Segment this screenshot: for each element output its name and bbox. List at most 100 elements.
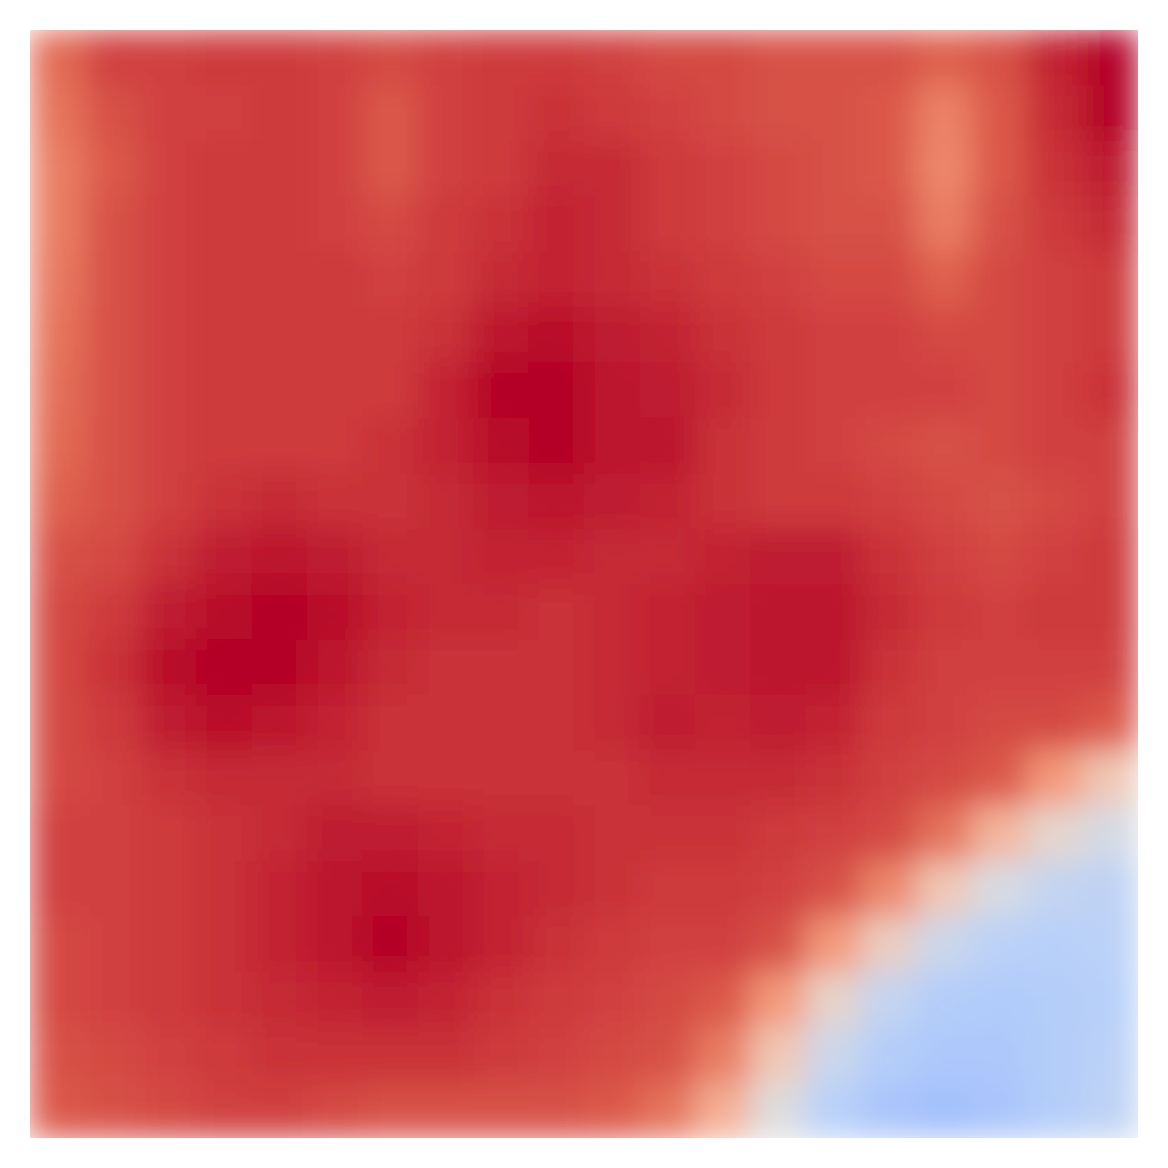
heatmap-cell	[750, 30, 806, 86]
heatmap-cell	[141, 418, 197, 474]
heatmap-cell	[861, 1083, 917, 1138]
heatmap-cell	[418, 529, 474, 585]
heatmap-cell	[861, 529, 917, 585]
heatmap-cell	[750, 252, 806, 308]
heatmap-cell	[529, 473, 585, 529]
heatmap-cell	[85, 307, 141, 363]
heatmap-cell	[806, 972, 862, 1028]
heatmap-cell	[806, 85, 862, 141]
heatmap-cell	[85, 1027, 141, 1083]
heatmap-cell	[362, 196, 418, 252]
heatmap-cell	[196, 861, 252, 917]
heatmap-cell	[1027, 85, 1083, 141]
heatmap-cell	[695, 252, 751, 308]
heatmap-cell	[473, 1083, 529, 1138]
heatmap-cell	[196, 584, 252, 640]
heatmap-cell	[806, 307, 862, 363]
heatmap-cell	[30, 196, 86, 252]
heatmap-cell	[861, 806, 917, 862]
heatmap-cell	[750, 584, 806, 640]
heatmap-cell	[252, 30, 308, 86]
heatmap-cell	[916, 1083, 972, 1138]
heatmap-cell	[85, 362, 141, 418]
heatmap-cell	[695, 141, 751, 197]
heatmap-cell	[806, 362, 862, 418]
heatmap-cell	[1083, 1083, 1138, 1138]
heatmap-cell	[1027, 916, 1083, 972]
heatmap-cell	[30, 750, 86, 806]
heatmap-cell	[861, 972, 917, 1028]
heatmap-cell	[916, 861, 972, 917]
heatmap-cell	[141, 861, 197, 917]
heatmap-cell	[418, 1027, 474, 1083]
heatmap-cell	[529, 141, 585, 197]
heatmap-cell	[972, 85, 1028, 141]
heatmap-cell	[584, 307, 640, 363]
heatmap-cell	[750, 806, 806, 862]
heatmap-cell	[806, 141, 862, 197]
heatmap-cell	[750, 529, 806, 585]
heatmap-cell	[362, 695, 418, 751]
heatmap-cell	[362, 30, 418, 86]
heatmap-cell	[972, 141, 1028, 197]
heatmap-cell	[1027, 584, 1083, 640]
heatmap-cell	[972, 529, 1028, 585]
heatmap-cell	[584, 861, 640, 917]
heatmap-cell	[196, 418, 252, 474]
heatmap-cell	[916, 806, 972, 862]
heatmap-cell	[141, 695, 197, 751]
heatmap-cell	[141, 806, 197, 862]
heatmap-cell	[85, 196, 141, 252]
heatmap-cell	[916, 196, 972, 252]
heatmap-cell	[916, 85, 972, 141]
heatmap-cell	[418, 584, 474, 640]
heatmap-cell	[695, 916, 751, 972]
heatmap-cell	[1083, 916, 1138, 972]
heatmap-cell	[1083, 750, 1138, 806]
heatmap-cell	[362, 418, 418, 474]
heatmap-cell	[916, 307, 972, 363]
heatmap-cell	[861, 473, 917, 529]
heatmap-cell	[418, 1083, 474, 1138]
heatmap-cell	[252, 806, 308, 862]
heatmap-cell	[972, 1027, 1028, 1083]
heatmap-cell	[639, 972, 695, 1028]
heatmap-cell	[1027, 1027, 1083, 1083]
heatmap-cell	[141, 972, 197, 1028]
heatmap-cell	[418, 252, 474, 308]
heatmap-cell	[529, 972, 585, 1028]
heatmap-cell	[584, 584, 640, 640]
heatmap-cell	[85, 252, 141, 308]
heatmap-cell	[861, 695, 917, 751]
heatmap-cell	[418, 695, 474, 751]
heatmap-cell	[141, 307, 197, 363]
heatmap-cell	[362, 972, 418, 1028]
heatmap-cell	[806, 1027, 862, 1083]
heatmap-cell	[362, 750, 418, 806]
heatmap-cell	[30, 252, 86, 308]
heatmap-cell	[362, 362, 418, 418]
heatmap-cell	[362, 584, 418, 640]
heatmap-cell	[1083, 30, 1138, 86]
heatmap-cell	[1083, 252, 1138, 308]
heatmap-cell	[473, 806, 529, 862]
heatmap-cell	[916, 972, 972, 1028]
heatmap-cell	[861, 30, 917, 86]
heatmap-cell	[972, 252, 1028, 308]
heatmap-cell	[916, 584, 972, 640]
heatmap-cell	[529, 529, 585, 585]
heatmap-cell	[141, 196, 197, 252]
heatmap-cell	[141, 1083, 197, 1138]
heatmap-cell	[473, 916, 529, 972]
heatmap-cell	[196, 916, 252, 972]
heatmap-cell	[473, 529, 529, 585]
heatmap-cell	[85, 639, 141, 695]
heatmap-cell	[806, 252, 862, 308]
heatmap-cell	[916, 362, 972, 418]
heatmap-cell	[861, 362, 917, 418]
heatmap-cell	[252, 1083, 308, 1138]
heatmap-cell	[473, 972, 529, 1028]
heatmap-cell	[196, 141, 252, 197]
heatmap-cell	[473, 473, 529, 529]
heatmap-cell	[141, 584, 197, 640]
